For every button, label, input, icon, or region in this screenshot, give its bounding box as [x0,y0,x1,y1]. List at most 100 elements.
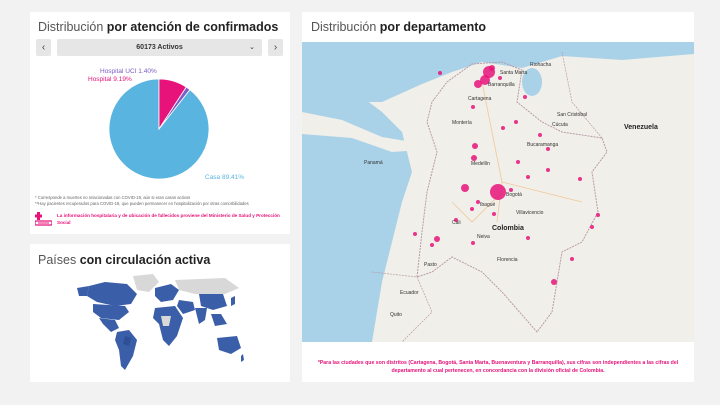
chevron-right-icon: › [273,42,278,53]
map-base [302,42,694,342]
map-marker[interactable] [546,168,550,172]
attention-title-prefix: Distribución [38,20,104,34]
map-marker[interactable] [438,71,442,75]
map-marker[interactable] [461,184,469,192]
map-marker[interactable] [526,236,530,240]
label-ecuador: Ecuador [400,290,419,296]
map-marker[interactable] [551,279,557,285]
label-pasto: Pasto [424,262,437,268]
country-middle-east [177,300,195,314]
department-panel: Distribución por departamento Venezuela … [302,12,694,382]
ecuador-border [371,271,433,342]
prev-button[interactable]: ‹ [36,39,51,56]
map-marker[interactable] [413,232,417,236]
label-san-cristobal: San Cristóbal [557,112,588,118]
road-1 [481,81,503,223]
label-panama: Panamá [364,160,383,166]
country-brazil-detail [123,336,131,346]
department-title-prefix: Distribución [311,20,377,34]
label-florencia: Florencia [497,257,518,263]
road-3 [451,191,503,223]
label-neiva: Neiva [477,234,490,240]
map-marker[interactable] [476,200,480,204]
panama-land [302,112,422,152]
country-china [199,294,227,310]
map-marker[interactable] [509,188,513,192]
map-marker[interactable] [492,212,496,216]
status-select[interactable]: 60173 Activos ⌄ [57,39,262,56]
label-colombia: Colombia [492,225,524,232]
label-venezuela: Venezuela [624,124,658,131]
map-marker[interactable] [498,76,502,80]
map-marker[interactable] [471,105,475,109]
country-greenland [133,274,159,292]
uci-label: Hospital UCI 1.40% [100,68,157,75]
map-marker[interactable] [470,207,474,211]
label-barranquilla: Barranquilla [488,82,515,88]
country-india [195,308,207,324]
label-quito: Quito [390,312,402,318]
lake-maracaibo [522,68,542,96]
countries-title-prefix: Países [38,253,77,267]
note-1: * Corresponde a muertes no relacionadas … [35,195,191,200]
department-map[interactable]: Venezuela Colombia Panamá Ecuador Barran… [302,42,694,342]
department-title-bold: por departamento [379,20,487,34]
map-marker[interactable] [489,65,495,71]
country-canada [87,282,137,306]
country-russia [175,278,239,294]
label-cucuta: Cúcuta [552,122,568,128]
countries-title-bold: con circulación activa [79,253,211,267]
map-marker[interactable] [480,75,490,85]
casa-label: Casa 89.41% [205,174,245,181]
map-marker[interactable] [471,241,475,245]
map-marker[interactable] [578,177,582,181]
legal-text: La información hospitalaria y de ubicaci… [57,213,280,225]
map-marker[interactable] [570,257,574,261]
hospital-icon [35,212,52,226]
country-mexico [99,318,119,332]
next-button[interactable]: › [268,39,283,56]
attention-title-bold: por atención de confirmados [106,20,279,34]
label-riohacha: Riohacha [530,62,552,68]
map-marker[interactable] [472,143,478,149]
countries-panel: Países con circulación activa [30,244,290,382]
map-marker[interactable] [471,155,477,161]
map-marker[interactable] [490,184,506,200]
world-map [77,274,244,370]
country-australia [217,336,241,354]
venezuela-border [561,51,603,139]
map-marker[interactable] [430,243,434,247]
chevron-down-icon: ⌄ [249,44,255,51]
label-ibague: Ibagué [480,202,496,208]
hospital-label: Hospital 9.19% [88,76,132,83]
label-medellin: Medellín [471,161,490,167]
map-marker[interactable] [596,213,600,217]
label-santa-marta: Santa Marta [500,70,528,76]
country-europe [155,284,179,302]
map-marker[interactable] [526,175,530,179]
country-africa-inactive [161,316,171,326]
map-marker[interactable] [474,80,482,88]
road-2 [501,181,583,203]
map-marker[interactable] [590,225,594,229]
map-marker[interactable] [516,160,520,164]
country-japan [231,296,235,306]
attention-title: Distribución por atención de confirmados [38,20,278,34]
map-marker[interactable] [523,95,527,99]
label-bogota: Bogotá [506,192,522,198]
label-villavicencio: Villavicencio [516,210,544,216]
attention-pie-chart [108,78,210,180]
map-marker[interactable] [434,236,440,242]
map-marker[interactable] [546,147,550,151]
status-select-value: 60173 Activos [136,44,183,51]
chevron-left-icon: ‹ [41,42,46,53]
label-cartagena: Cartagena [468,96,492,102]
caribbean-sea [302,42,694,102]
map-marker[interactable] [501,126,505,130]
map-marker[interactable] [514,120,518,124]
map-marker[interactable] [538,133,542,137]
map-marker[interactable] [454,218,458,222]
pie-slice-hospital-uci[interactable] [158,86,191,130]
country-alaska [77,286,89,296]
country-usa [93,304,129,320]
